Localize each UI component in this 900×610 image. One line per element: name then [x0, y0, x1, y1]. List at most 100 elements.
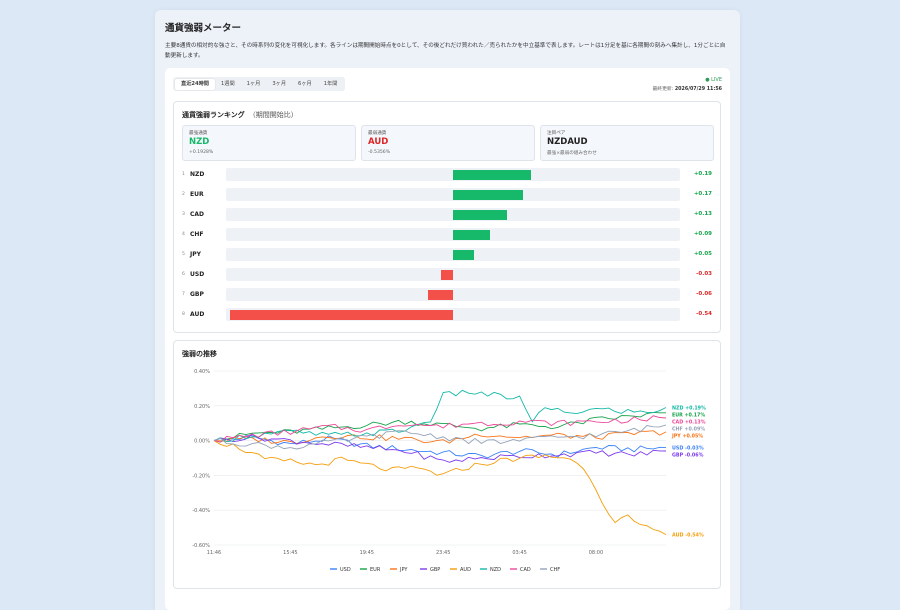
tab-6months[interactable]: 6ヶ月: [298, 81, 312, 87]
focus-pair-note: 最強×最弱の組み合わせ: [547, 151, 597, 156]
rank-currency: GBP: [190, 291, 204, 298]
page-description: 主要8通貨の相対的な強さと、その時系列の変化を可視化します。各ラインは期間開始時…: [165, 43, 726, 59]
rank-bar-track: [226, 288, 680, 301]
last-updated: 最終更新: 2026/07/29 11:56: [653, 85, 723, 92]
period-tabs: 直近24時間 1週間 1ヶ月 3ヶ月 6ヶ月 1年間: [173, 77, 346, 91]
page-container: 通貨強弱メーター 主要8通貨の相対的な強さと、その時系列の変化を可視化します。各…: [155, 10, 740, 610]
rank-bar: [453, 190, 524, 200]
legend-item: AUD: [460, 567, 471, 573]
legend-item: JPY: [399, 567, 408, 573]
tab-24h[interactable]: 直近24時間: [175, 78, 215, 90]
legend-item: CAD: [520, 567, 531, 573]
trend-card: 強弱の推移 0.40% 0.20% 0.00% -0.20% -0.40% -0.60% 1…: [173, 340, 721, 589]
rank-currency: EUR: [190, 191, 204, 198]
x-tick-label: 19:45: [360, 550, 374, 556]
strongest-label: 最強通貨: [189, 131, 208, 136]
rank-row-eur: 2 EUR +0.17: [182, 188, 712, 201]
rank-number: 7: [182, 292, 185, 297]
rank-value: +0.17: [693, 191, 712, 197]
rank-number: 8: [182, 312, 185, 317]
ranking-subtitle: （期間開始比）: [248, 111, 298, 119]
rank-value: +0.13: [693, 211, 712, 217]
tab-1year[interactable]: 1年間: [323, 81, 338, 87]
strongest-note: +0.1928%: [189, 150, 214, 155]
tab-1month[interactable]: 1ヶ月: [246, 81, 261, 87]
x-tick-label: 08:00: [589, 550, 603, 556]
legend-item: USD: [340, 567, 351, 573]
x-tick-label: 03:45: [512, 550, 526, 556]
rank-value: -0.03: [696, 271, 712, 277]
series-line-usd: [213, 435, 667, 459]
rank-row-cad: 3 CAD +0.13: [182, 208, 712, 221]
rank-bar-track: [226, 228, 680, 241]
ranking-title-text: 通貨強弱ランキング: [182, 111, 245, 119]
live-indicator: ● LIVE: [705, 77, 722, 83]
series-line-jpy: [213, 430, 667, 444]
legend-item: EUR: [370, 567, 381, 573]
series-end-label: AUD -0.54%: [672, 533, 704, 539]
weakest-value: AUD: [368, 137, 389, 147]
y-tick-label: -0.20%: [192, 473, 210, 479]
rank-number: 5: [182, 252, 185, 257]
rank-bar: [230, 310, 453, 320]
series-line-cad: [213, 415, 667, 443]
ranking-title: 通貨強弱ランキング （期間開始比）: [182, 110, 298, 120]
series-line-nzd: [213, 389, 667, 443]
rank-bar: [453, 170, 532, 180]
rank-row-usd: 6 USD -0.03: [182, 268, 712, 281]
tab-3months[interactable]: 3ヶ月: [272, 81, 287, 87]
rank-value: +0.05: [693, 251, 712, 257]
rank-bar: [428, 290, 453, 300]
rank-bar-track: [226, 308, 680, 321]
rank-currency: USD: [190, 271, 205, 278]
series-end-label: CAD +0.13%: [672, 420, 706, 426]
x-tick-label: 11:46: [207, 550, 221, 556]
page-title: 通貨強弱メーター: [165, 23, 242, 34]
rank-bar-track: [226, 208, 680, 221]
rank-bar: [453, 210, 507, 220]
rank-value: -0.06: [696, 291, 712, 297]
rank-currency: AUD: [190, 311, 205, 318]
rank-currency: CHF: [190, 231, 204, 238]
rank-currency: NZD: [190, 171, 205, 178]
series-end-label: USD -0.03%: [672, 446, 704, 452]
x-tick-label: 23:45: [436, 550, 450, 556]
legend-item: GBP: [430, 567, 440, 573]
series-end-label: GBP -0.06%: [672, 453, 704, 459]
focus-pair-value: NZDAUD: [547, 137, 588, 147]
y-tick-label: 0.20%: [194, 404, 210, 410]
focus-pair-label: 注目ペア: [547, 131, 566, 136]
rank-value: -0.54: [696, 311, 712, 317]
rank-row-jpy: 5 JPY +0.05: [182, 248, 712, 261]
rank-number: 1: [182, 172, 185, 177]
rank-bar-track: [226, 268, 680, 281]
rank-bar-track: [226, 168, 680, 181]
tab-1week[interactable]: 1週間: [220, 81, 235, 87]
strongest-currency-box: 最強通貨 NZD +0.1928%: [182, 125, 356, 161]
rank-value: +0.09: [693, 231, 712, 237]
rank-row-nzd: 1 NZD +0.19: [182, 168, 712, 181]
rank-row-chf: 4 CHF +0.09: [182, 228, 712, 241]
last-updated-time: 2026/07/29 11:56: [674, 87, 722, 92]
strongest-value: NZD: [189, 137, 210, 147]
rank-bar-track: [226, 188, 680, 201]
y-tick-label: -0.40%: [192, 508, 210, 514]
rank-number: 4: [182, 232, 185, 237]
main-panel: 直近24時間 1週間 1ヶ月 3ヶ月 6ヶ月 1年間 ● LIVE 最終更新: …: [165, 68, 730, 610]
weakest-label: 最弱通貨: [368, 131, 387, 136]
series-end-label: NZD +0.19%: [672, 406, 706, 412]
legend-item: NZD: [490, 567, 501, 573]
trend-title: 強弱の推移: [182, 350, 217, 358]
series-line-eur: [213, 411, 666, 443]
rank-value: +0.19: [693, 171, 712, 177]
rank-bar: [453, 230, 491, 240]
series-end-label: EUR +0.17%: [672, 413, 705, 419]
legend-item: CHF: [550, 567, 560, 573]
y-tick-label: -0.60%: [192, 543, 210, 549]
rank-bar: [453, 250, 474, 260]
rank-number: 3: [182, 212, 185, 217]
weakest-note: -0.5356%: [368, 150, 391, 155]
rank-row-aud: 8 AUD -0.54: [182, 308, 712, 321]
series-end-label: JPY +0.05%: [671, 434, 703, 440]
trend-chart: 0.40% 0.20% 0.00% -0.20% -0.40% -0.60%11:46 15…: [192, 369, 706, 573]
